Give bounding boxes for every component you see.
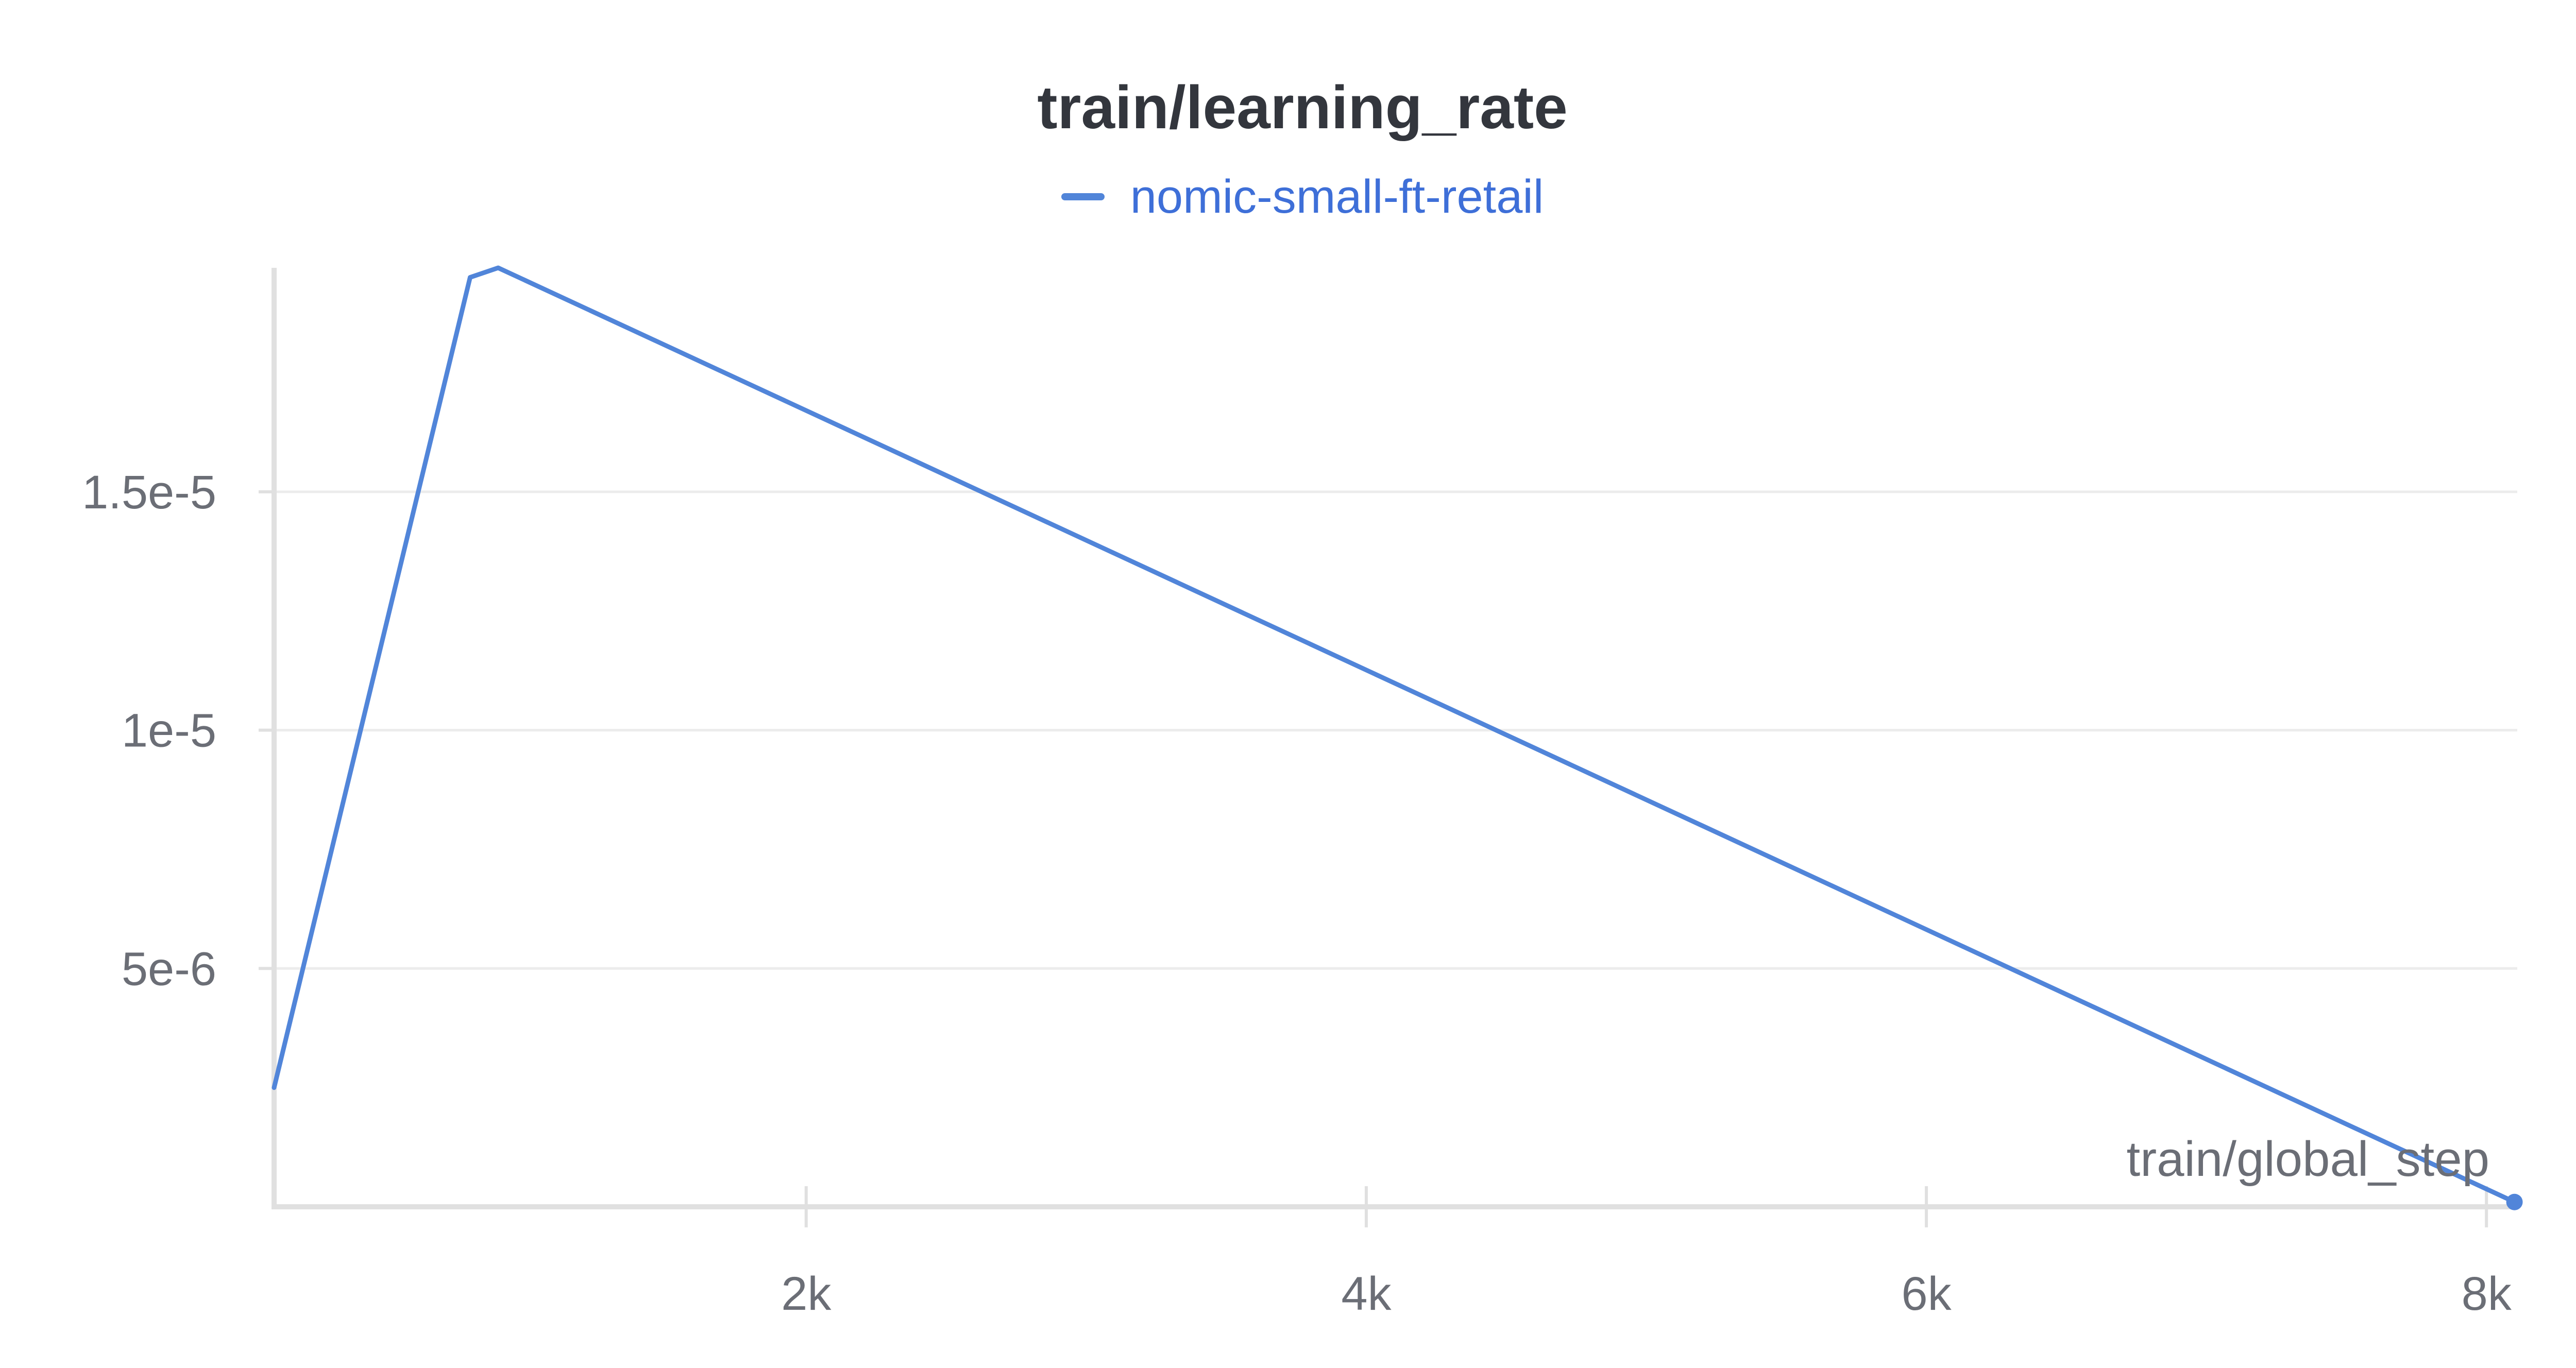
legend-label[interactable]: nomic-small-ft-retail <box>1130 170 1544 223</box>
y-tick-label: 1e-5 <box>122 705 216 757</box>
legend-swatch <box>1061 193 1105 200</box>
x-tick-label: 2k <box>781 1268 832 1320</box>
x-tick-label: 6k <box>1901 1268 1952 1320</box>
y-tick-label: 5e-6 <box>122 943 216 995</box>
chart-title: train/learning_rate <box>1037 74 1568 142</box>
x-tick-label: 4k <box>1341 1268 1392 1320</box>
x-axis-title: train/global_step <box>2127 1132 2489 1187</box>
legend[interactable]: nomic-small-ft-retail <box>0 173 2576 220</box>
y-tick-label: 1.5e-5 <box>82 466 216 519</box>
series-line[interactable] <box>272 265 2517 1205</box>
x-tick-label: 8k <box>2462 1268 2512 1320</box>
data-point[interactable] <box>2506 1193 2523 1210</box>
